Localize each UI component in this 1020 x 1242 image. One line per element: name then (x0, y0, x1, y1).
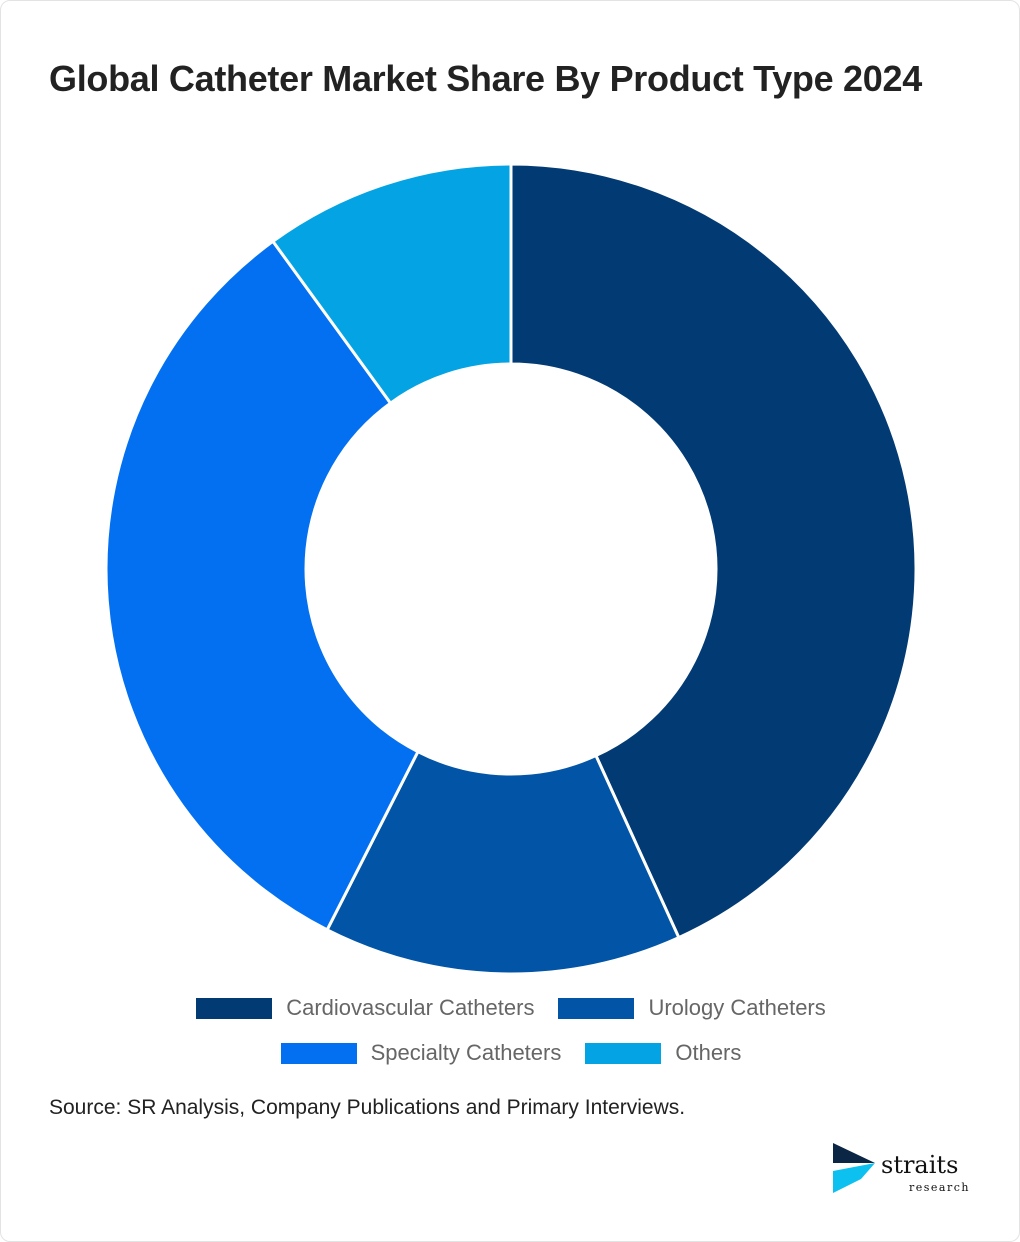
logo-sub: research (909, 1181, 970, 1194)
legend-swatch (585, 1042, 662, 1064)
chart-title: Global Catheter Market Share By Product … (49, 58, 922, 99)
legend-label: Others (675, 1040, 742, 1065)
slice-urology-catheters[interactable] (325, 749, 681, 976)
legend-item-specialty-catheters[interactable]: Specialty Catheters (280, 1040, 562, 1066)
legend-item-cardiovascular-catheters[interactable]: Cardiovascular Catheters (196, 995, 534, 1021)
slice-others[interactable] (270, 162, 513, 406)
legend-row-2: Specialty Catheters Others (1, 1040, 1020, 1066)
legend-item-urology-catheters[interactable]: Urology Catheters (558, 995, 826, 1021)
source-text: : SR Analysis, Company Publications and … (115, 1096, 686, 1119)
logo-word: straits (881, 1151, 959, 1179)
donut-chart (104, 162, 918, 976)
slice-cardiovascular-catheters[interactable] (509, 162, 918, 940)
legend-label: Specialty Catheters (370, 1040, 562, 1065)
slice-specialty-catheters[interactable] (104, 239, 420, 932)
source-note: Source: SR Analysis, Company Publication… (49, 1096, 685, 1120)
logo-arrow-icon (833, 1143, 875, 1193)
legend-swatch (558, 997, 635, 1019)
legend-swatch (196, 997, 273, 1019)
legend-label: Cardiovascular Catheters (286, 995, 535, 1020)
legend-item-others[interactable]: Others (585, 1040, 741, 1066)
legend-label: Urology Catheters (648, 995, 826, 1020)
legend-row-1: Cardiovascular Catheters Urology Catheter… (1, 995, 1020, 1021)
straits-research-logo: straits research (831, 1141, 968, 1200)
source-label: Source (49, 1096, 116, 1119)
legend-swatch (280, 1042, 357, 1064)
